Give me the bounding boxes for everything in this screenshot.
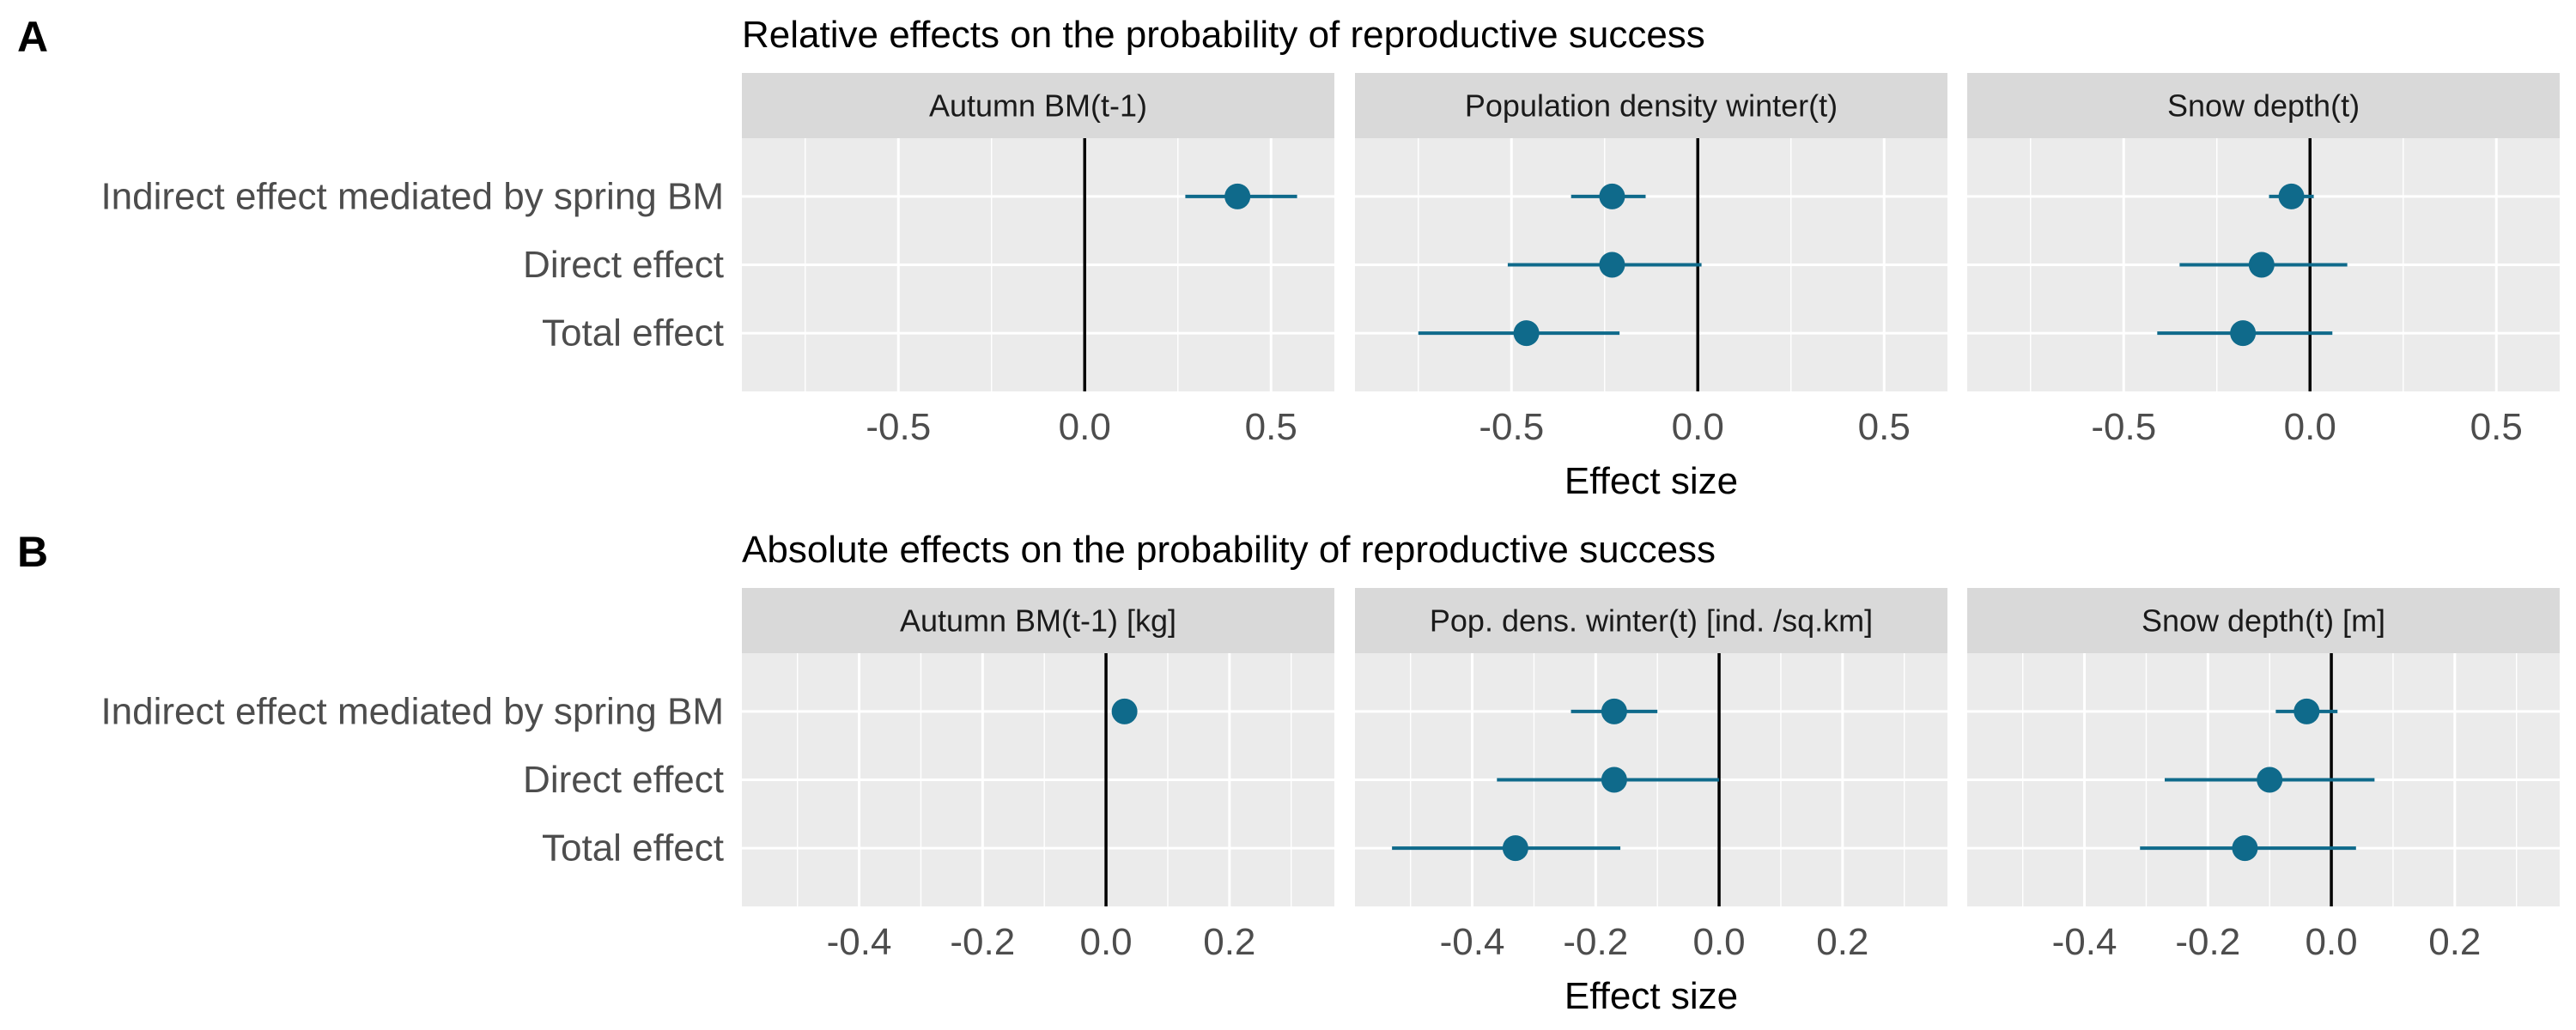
- estimate-point: [1599, 251, 1625, 278]
- estimate-point: [2248, 251, 2275, 278]
- x-tick-label: 0.2: [1816, 921, 1868, 963]
- facet-strip-label: Autumn BM(t-1) [kg]: [900, 603, 1176, 639]
- facet: Autumn BM(t-1) [kg] -0.4 -0.2 0.0 0.2: [742, 588, 1334, 963]
- x-tick-label: -0.2: [1563, 921, 1628, 963]
- x-tick-label: 0.5: [1858, 406, 1911, 448]
- category-label: Indirect effect mediated by spring BM: [100, 175, 724, 217]
- estimate-point: [1502, 835, 1528, 862]
- facet: Population density winter(t) -0.5 0.0 0.5: [1355, 73, 1947, 448]
- panel-b: B Absolute effects on the probability of …: [17, 528, 2560, 1017]
- category-label: Direct effect: [523, 759, 724, 801]
- estimate-point: [2257, 766, 2283, 793]
- estimate-point: [2293, 698, 2320, 724]
- x-axis-title: Effect size: [1564, 460, 1738, 502]
- x-axis-title: Effect size: [1564, 975, 1738, 1017]
- x-tick-label: -0.5: [2091, 406, 2156, 448]
- facet-strip: [1355, 588, 1947, 653]
- category-label: Total effect: [542, 827, 724, 869]
- x-tick-label: 0.0: [1672, 406, 1724, 448]
- panel-letter: A: [17, 13, 48, 61]
- facet-strip-label: Autumn BM(t-1): [929, 88, 1147, 124]
- x-tick-label: 0.0: [1059, 406, 1111, 448]
- facet-strip: [1967, 588, 2560, 653]
- estimate-point: [2230, 320, 2257, 347]
- facet: Pop. dens. winter(t) [ind. /sq.km] -0.4 -0…: [1355, 588, 1947, 963]
- category-label: Direct effect: [523, 244, 724, 286]
- estimate-point: [2232, 835, 2258, 862]
- facet-strip: [742, 73, 1334, 138]
- x-tick-label: 0.0: [2305, 921, 2357, 963]
- x-tick-label: 0.0: [2284, 406, 2336, 448]
- estimate-point: [1224, 183, 1251, 209]
- x-tick-label: -0.4: [827, 921, 892, 963]
- x-tick-label: 0.5: [2470, 406, 2523, 448]
- estimate-point: [1601, 766, 1627, 793]
- facet-strip-label: Snow depth(t): [2167, 88, 2360, 124]
- x-tick-label: -0.5: [1479, 406, 1544, 448]
- x-tick-label: 0.2: [1203, 921, 1255, 963]
- facet: Snow depth(t) [m] -0.4 -0.2 0.0 0.2: [1967, 588, 2560, 963]
- panel-title: Absolute effects on the probability of r…: [742, 529, 1716, 571]
- facet: Snow depth(t) -0.5 0.0 0.5: [1967, 73, 2560, 448]
- x-tick-label: -0.4: [1440, 921, 1505, 963]
- category-label: Indirect effect mediated by spring BM: [100, 690, 724, 732]
- x-tick-label: -0.5: [866, 406, 931, 448]
- estimate-point: [2278, 183, 2305, 209]
- facet-strip-label: Pop. dens. winter(t) [ind. /sq.km]: [1430, 603, 1873, 639]
- x-tick-label: -0.2: [2175, 921, 2240, 963]
- facet-strip: [742, 588, 1334, 653]
- x-tick-label: -0.4: [2052, 921, 2117, 963]
- panel-letter: B: [17, 528, 48, 576]
- x-tick-label: 0.2: [2428, 921, 2481, 963]
- x-tick-label: -0.2: [950, 921, 1015, 963]
- x-tick-label: 0.5: [1245, 406, 1297, 448]
- estimate-point: [1513, 320, 1540, 347]
- x-tick-label: 0.0: [1692, 921, 1745, 963]
- facet-strip: [1967, 73, 2560, 138]
- category-label: Total effect: [542, 312, 724, 354]
- facet: Autumn BM(t-1) -0.5 0.0 0.5: [742, 73, 1334, 448]
- facet-strip: [1355, 73, 1947, 138]
- panel-a: A Relative effects on the probability of …: [17, 13, 2560, 502]
- estimate-point: [1599, 183, 1625, 209]
- estimate-point: [1601, 698, 1627, 724]
- facet-strip-label: Population density winter(t): [1465, 88, 1838, 124]
- panel-title: Relative effects on the probability of r…: [742, 14, 1705, 56]
- estimate-point: [1111, 698, 1138, 724]
- x-tick-label: 0.0: [1079, 921, 1132, 963]
- facet-strip-label: Snow depth(t) [m]: [2142, 603, 2385, 639]
